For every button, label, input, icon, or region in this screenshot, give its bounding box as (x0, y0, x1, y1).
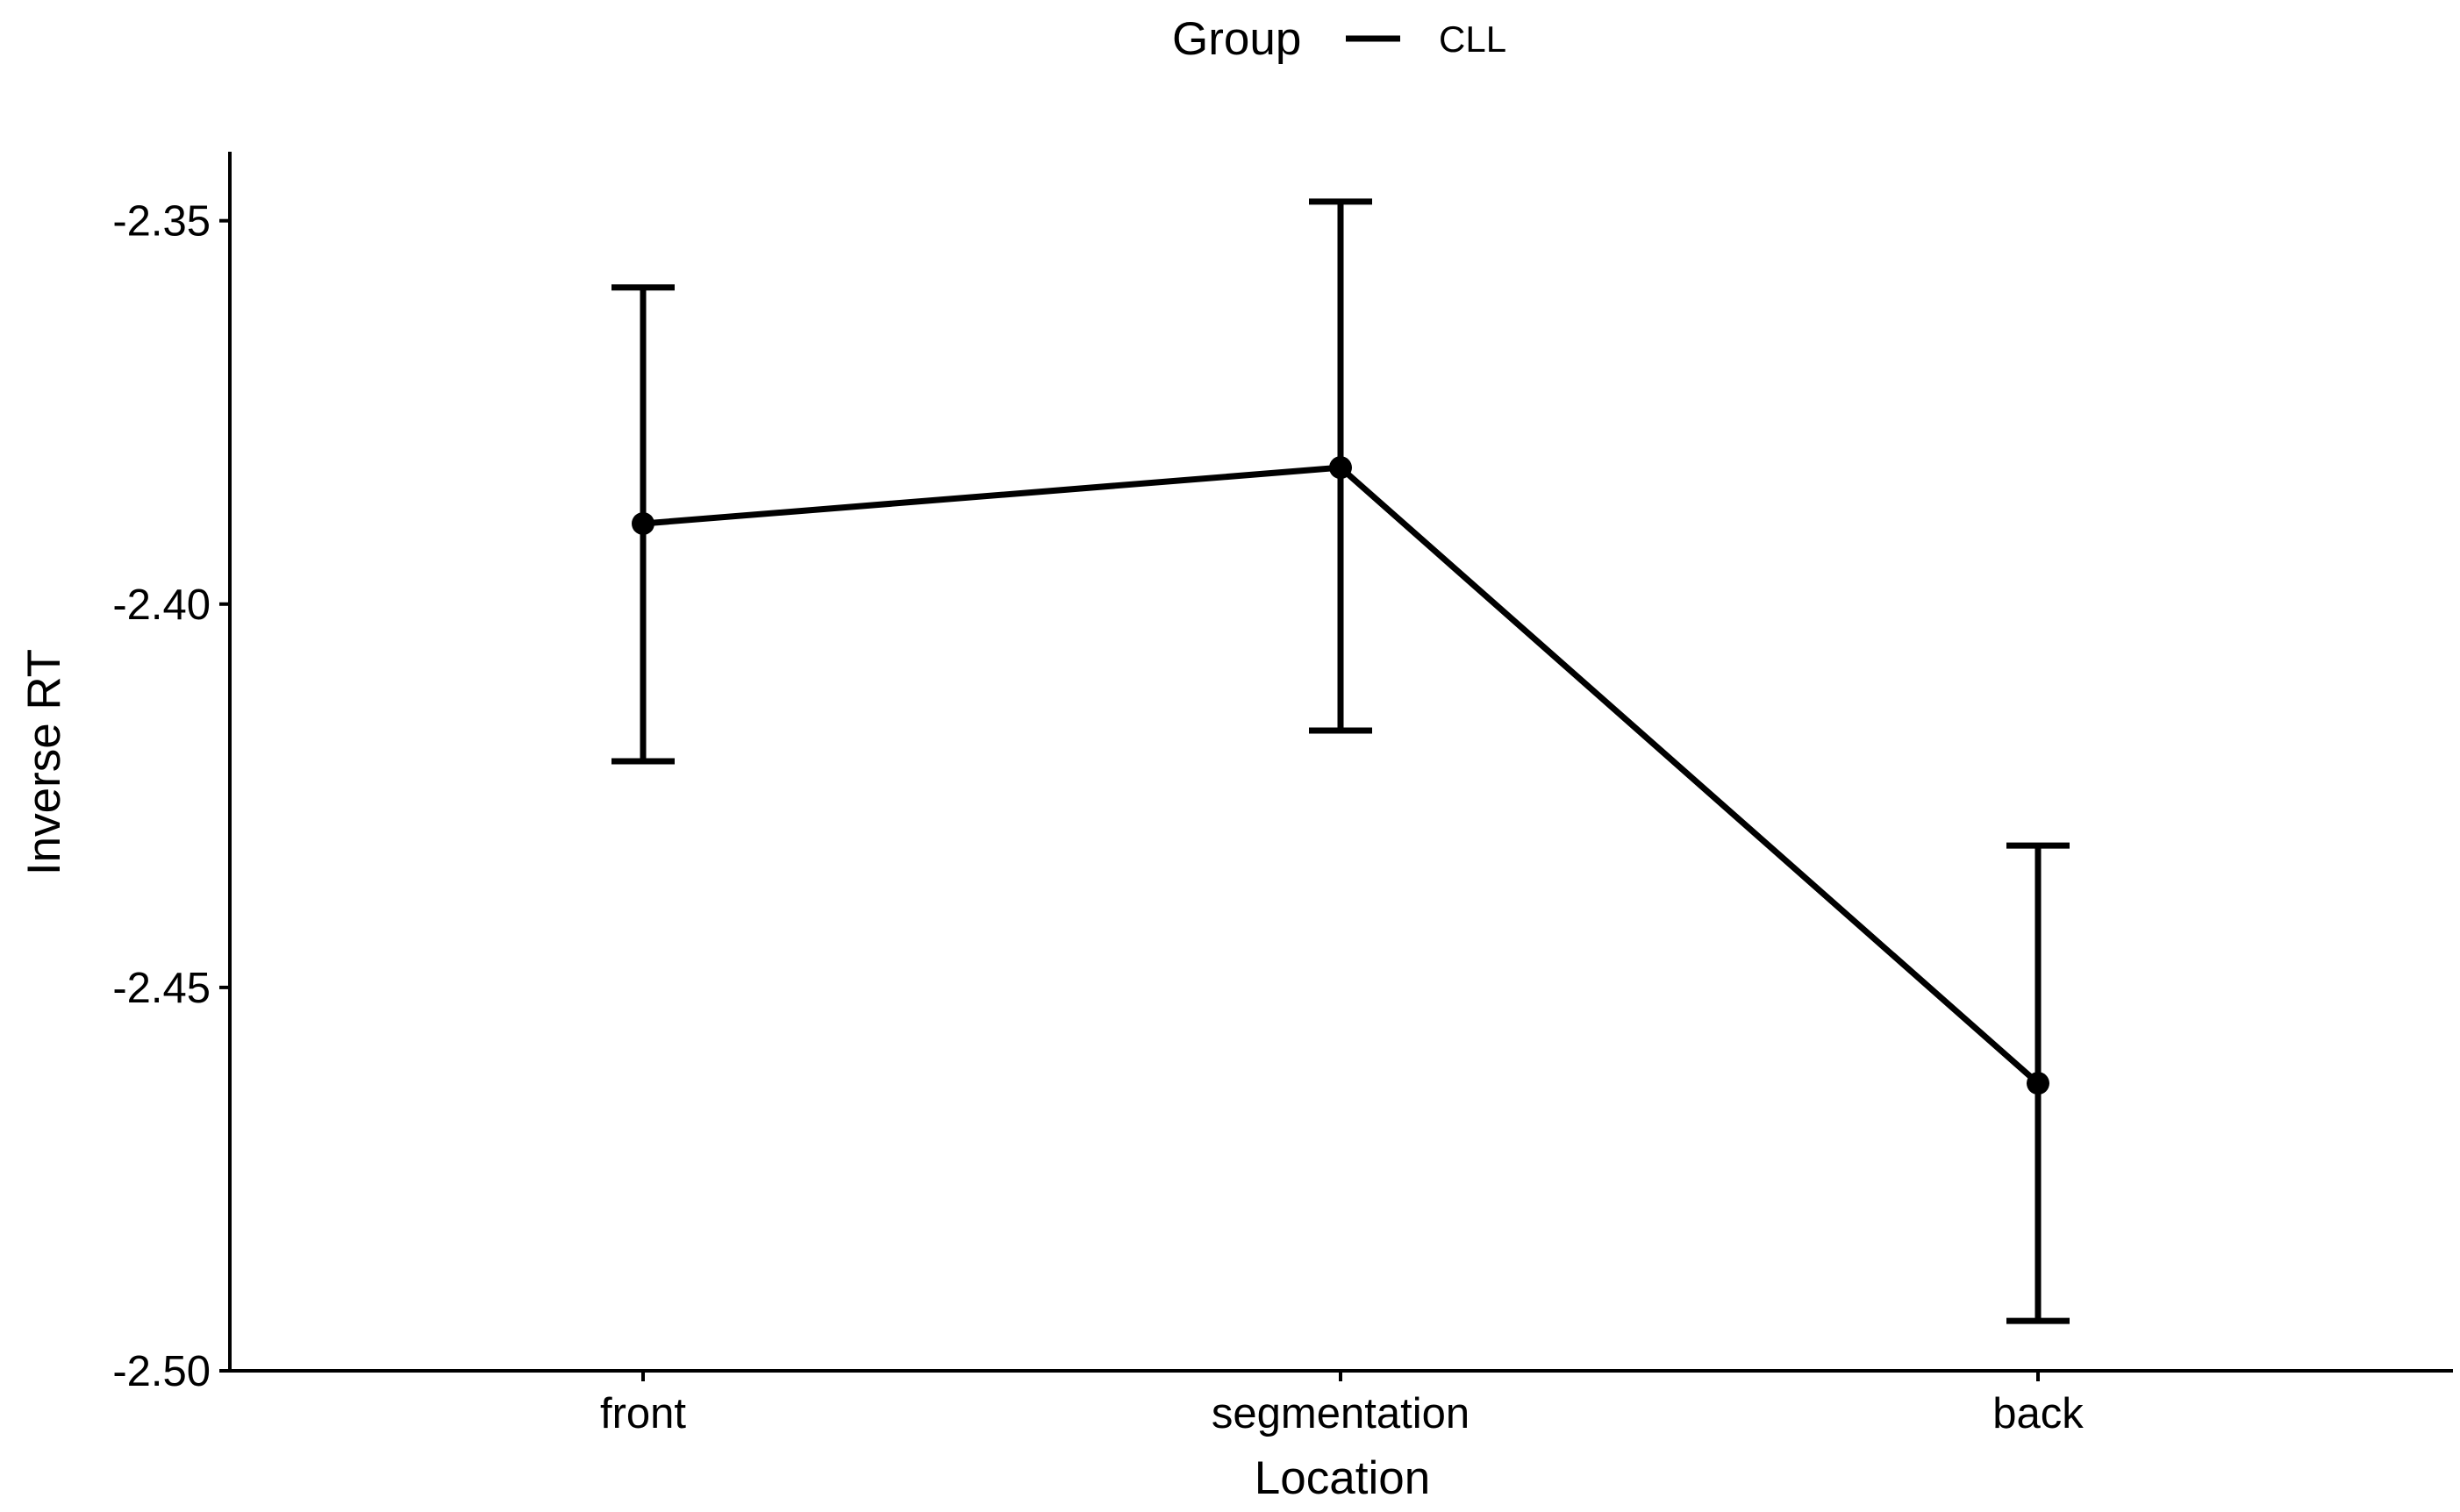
legend-title: Group (1172, 13, 1301, 65)
y-axis-title: Inverse RT (18, 649, 70, 875)
data-point-back (2027, 1072, 2049, 1095)
y-tick-label: -2.50 (112, 1348, 211, 1395)
y-tick-label: -2.40 (112, 581, 211, 629)
x-tick-label-segmentation: segmentation (1212, 1390, 1470, 1437)
legend: Group CLL (1172, 13, 1506, 65)
y-ticks: -2.50 -2.45 -2.40 -2.35 (112, 198, 230, 1395)
data-point-front (632, 511, 654, 535)
x-axis-title: Location (1255, 1452, 1430, 1504)
y-tick-label: -2.45 (112, 965, 211, 1012)
data-point-segmentation (1329, 456, 1352, 480)
legend-entry-label: CLL (1439, 18, 1506, 60)
y-tick-label: -2.35 (112, 198, 211, 246)
x-tick-label-front: front (600, 1390, 686, 1437)
series-cll (611, 198, 2070, 1324)
x-tick-label-back: back (1992, 1390, 2084, 1437)
x-ticks: front segmentation back (600, 1371, 2084, 1437)
